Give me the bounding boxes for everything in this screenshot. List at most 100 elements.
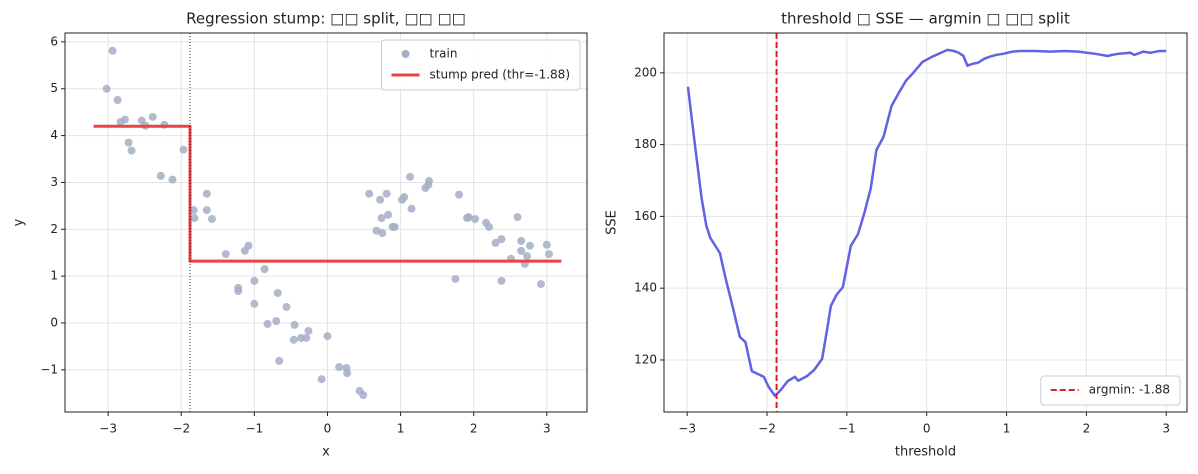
point: [273, 289, 282, 298]
point: [120, 115, 129, 124]
legend-marker: [401, 50, 410, 58]
point: [464, 213, 473, 222]
point: [244, 241, 253, 250]
x-tick-label: 3: [1162, 422, 1170, 436]
point: [202, 189, 211, 198]
point: [221, 250, 230, 259]
point: [377, 214, 386, 223]
legend-box: [1040, 375, 1181, 406]
y-tick-label: 0: [50, 315, 58, 329]
x-tick-label: −2: [172, 422, 190, 436]
point: [234, 287, 243, 296]
point: [127, 146, 136, 155]
x-tick-label: −2: [758, 422, 776, 436]
point: [207, 214, 216, 223]
point: [168, 175, 177, 184]
point: [343, 369, 352, 378]
plot-frame: [64, 32, 588, 413]
point: [302, 333, 311, 342]
y-tick-label: 200: [634, 65, 657, 79]
x-tick-label: 2: [1083, 422, 1091, 436]
point: [335, 363, 344, 372]
point: [523, 251, 532, 260]
y-tick-label: 6: [50, 34, 58, 48]
legend: argmin: -1.88: [1040, 375, 1181, 406]
y-tick-label: 140: [634, 281, 657, 295]
subplot: −3 −2 −1 0 1 2 3 120 140 160 180 200 threshold □ SSE…: [605, 10, 1188, 460]
legend-label: train: [430, 47, 458, 61]
point: [382, 189, 391, 198]
point: [250, 299, 259, 308]
point: [108, 46, 117, 55]
y-tick-label: 3: [50, 175, 58, 189]
subplot: −3 −2 −1 0 1 2 3 −1 0 1 2 3 4 5 6 Regression stump: □□ …: [12, 10, 588, 460]
point: [359, 391, 368, 400]
y-axis-label: SSE: [605, 210, 620, 235]
point: [497, 235, 506, 244]
point: [272, 317, 281, 326]
y-tick-label: 160: [634, 209, 657, 223]
point: [491, 238, 500, 247]
x-tick-label: −3: [678, 422, 696, 436]
plot-frame: [663, 32, 1188, 413]
point: [148, 112, 157, 121]
y-tick-label: 180: [634, 137, 657, 151]
point: [384, 210, 393, 219]
point: [497, 276, 506, 285]
point: [400, 192, 409, 201]
point: [124, 138, 133, 147]
x-tick-label: 0: [324, 422, 332, 436]
point: [179, 145, 188, 154]
x-tick-label: −3: [99, 422, 117, 436]
point: [513, 213, 522, 222]
point: [102, 84, 111, 93]
legend: train stump pred (thr=-1.88): [381, 39, 581, 91]
x-tick-label: 2: [470, 422, 478, 436]
x-tick-label: 1: [397, 422, 405, 436]
point: [406, 172, 415, 181]
point: [378, 229, 387, 238]
point: [390, 222, 399, 231]
legend-box: [381, 39, 581, 91]
point: [542, 240, 551, 249]
point: [275, 356, 284, 365]
point: [485, 222, 494, 231]
y-tick-label: 4: [50, 128, 58, 142]
point: [289, 335, 298, 344]
legend-label: stump pred (thr=-1.88): [430, 68, 571, 82]
chart-title: threshold □ SSE — argmin □ □□ split: [781, 10, 1070, 28]
point: [250, 276, 259, 285]
point: [525, 241, 534, 250]
point: [376, 195, 385, 204]
y-tick-label: 5: [50, 81, 58, 95]
point: [451, 274, 460, 283]
point: [455, 190, 464, 199]
point: [202, 206, 211, 215]
x-axis-label: x: [322, 445, 330, 460]
y-tick-label: 1: [50, 269, 58, 283]
point: [536, 280, 545, 289]
point: [156, 171, 165, 180]
point: [113, 95, 122, 104]
x-axis-label: threshold: [895, 445, 956, 460]
point: [260, 265, 269, 274]
point: [365, 189, 374, 198]
x-tick-label: 3: [543, 422, 551, 436]
point: [544, 250, 553, 259]
point: [317, 375, 326, 384]
point: [323, 332, 332, 341]
y-tick-label: 2: [50, 222, 58, 236]
point: [290, 320, 299, 329]
line: [93, 124, 562, 263]
point: [189, 206, 198, 215]
point: [263, 319, 272, 328]
point: [304, 326, 313, 335]
point: [282, 303, 291, 312]
y-tick-label: 120: [634, 352, 657, 366]
x-tick-label: 0: [923, 422, 931, 436]
x-tick-label: 1: [1003, 422, 1011, 436]
legend-label: argmin: -1.88: [1089, 383, 1170, 397]
point: [425, 177, 434, 186]
